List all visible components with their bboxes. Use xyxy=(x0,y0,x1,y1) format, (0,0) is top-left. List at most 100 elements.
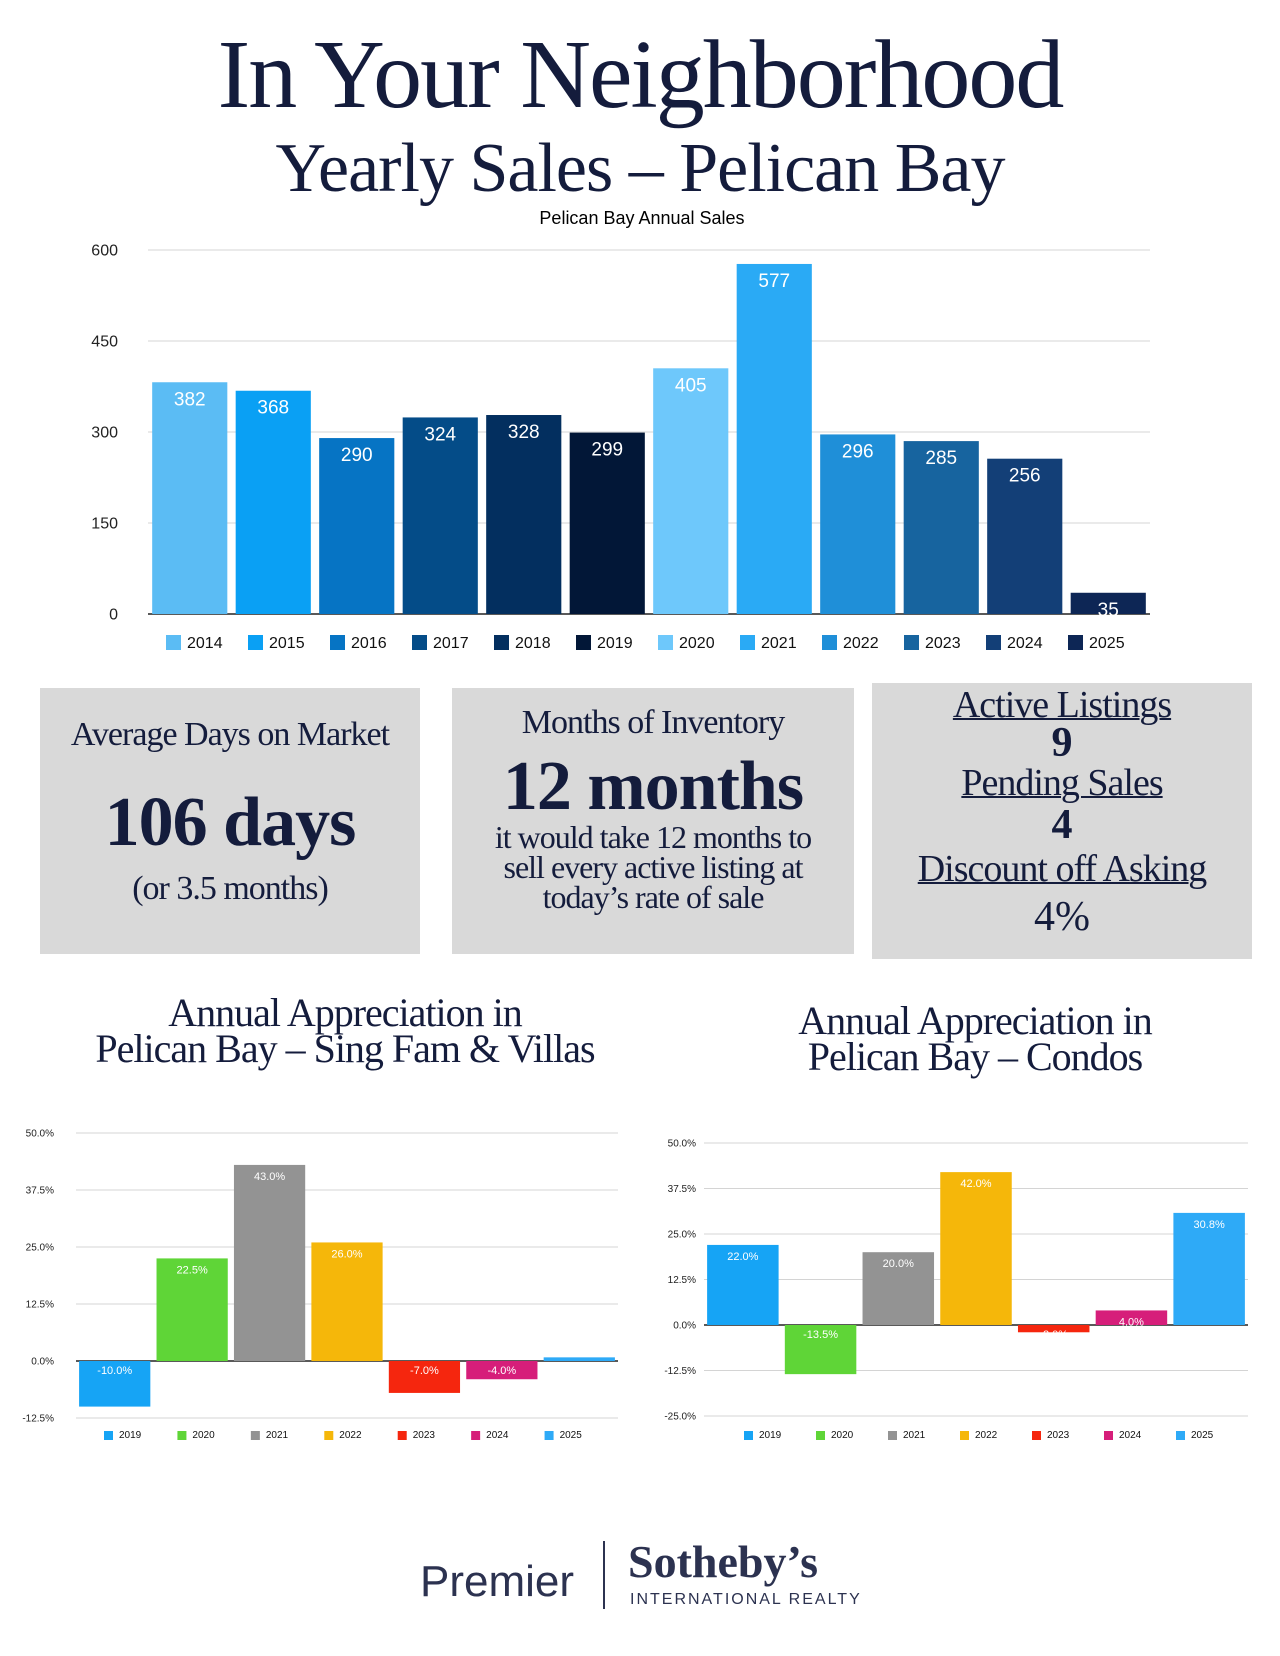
data-label: 577 xyxy=(758,271,790,292)
bar-2023 xyxy=(388,1361,461,1393)
y-tick-label: 12.5% xyxy=(668,1275,696,1286)
legend-swatch xyxy=(816,1431,825,1440)
legend-label: 2022 xyxy=(975,1430,998,1441)
months-of-inventory-note-2: sell every active listing at xyxy=(503,849,804,885)
bar-2018 xyxy=(486,415,562,614)
logo-premier: Premier xyxy=(420,1557,575,1606)
y-tick-label: 0 xyxy=(109,607,118,624)
bar-2019 xyxy=(79,1361,151,1407)
legend-swatch xyxy=(658,635,673,650)
logo-brand: Sotheby’s xyxy=(628,1536,818,1587)
data-label: -7.0% xyxy=(410,1365,439,1377)
bar-2023 xyxy=(903,441,979,614)
y-tick-label: -12.5% xyxy=(22,1414,54,1425)
data-label: -10.0% xyxy=(97,1365,132,1377)
legend-swatch xyxy=(904,635,919,650)
y-tick-label: 37.5% xyxy=(26,1186,54,1197)
bar-2022 xyxy=(820,434,896,614)
legend-swatch xyxy=(888,1431,897,1440)
data-label: 296 xyxy=(842,441,874,462)
legend-swatch xyxy=(740,635,755,650)
sf-appreciation-title-line-1: Annual Appreciation in xyxy=(168,990,522,1035)
legend-swatch xyxy=(248,635,263,650)
legend-label: 2023 xyxy=(925,635,961,652)
months-of-inventory-card: Months of Inventory 12 months it would t… xyxy=(452,688,854,954)
legend-label: 2016 xyxy=(351,635,387,652)
y-tick-label: 37.5% xyxy=(668,1184,696,1195)
legend-swatch xyxy=(104,1431,113,1440)
legend-swatch xyxy=(166,635,181,650)
data-label: 4.0% xyxy=(1119,1316,1144,1328)
active-listings-value: 9 xyxy=(1051,720,1073,766)
legend-label: 2023 xyxy=(1047,1430,1070,1441)
y-tick-label: 600 xyxy=(91,243,118,260)
y-tick-label: 50.0% xyxy=(26,1129,54,1140)
premier-sothebys-logo: Premier Sotheby’s INTERNATIONAL REALTY xyxy=(0,1535,1280,1615)
legend-label: 2025 xyxy=(1191,1430,1214,1441)
bar-2019 xyxy=(569,432,645,614)
legend-label: 2024 xyxy=(1119,1430,1142,1441)
months-of-inventory-label: Months of Inventory xyxy=(521,704,785,741)
legend-label: 2021 xyxy=(761,635,797,652)
legend-swatch xyxy=(330,635,345,650)
condo-appreciation-title-line-2: Pelican Bay – Condos xyxy=(807,1034,1143,1079)
bar-2014 xyxy=(152,382,228,614)
bar-2022 xyxy=(311,1242,383,1361)
sf-appreciation-title-line-2: Pelican Bay – Sing Fam & Villas xyxy=(95,1026,595,1071)
chart-title: Pelican Bay Annual Sales xyxy=(539,208,744,228)
legend-swatch xyxy=(177,1431,187,1440)
data-label: -4.0% xyxy=(487,1365,516,1377)
y-tick-label: 50.0% xyxy=(668,1139,696,1150)
bar-2020 xyxy=(784,1325,857,1375)
data-label: 285 xyxy=(925,448,957,469)
legend-swatch xyxy=(250,1431,260,1440)
page-title: In Your Neighborhood xyxy=(217,21,1065,129)
legend-label: 2019 xyxy=(759,1430,782,1441)
data-label: 324 xyxy=(424,424,456,445)
legend-label: 2021 xyxy=(903,1430,926,1441)
data-label: -13.5% xyxy=(803,1329,838,1341)
logo-tagline: INTERNATIONAL REALTY xyxy=(630,1591,862,1608)
data-label: 26.0% xyxy=(331,1248,362,1260)
legend-swatch xyxy=(1104,1431,1113,1440)
days-on-market-label: Average Days on Market xyxy=(70,716,390,753)
bar-2021 xyxy=(233,1164,306,1361)
legend-label: 2025 xyxy=(560,1430,583,1441)
legend-swatch xyxy=(822,635,837,650)
y-tick-label: 300 xyxy=(91,425,118,442)
legend-swatch xyxy=(494,635,509,650)
days-on-market-note: (or 3.5 months) xyxy=(132,870,329,907)
legend-label: 2024 xyxy=(486,1430,509,1441)
data-label: -2.0% xyxy=(1039,1329,1068,1341)
y-tick-label: 12.5% xyxy=(26,1300,54,1311)
y-tick-label: -25.0% xyxy=(664,1412,696,1423)
data-label: 42.0% xyxy=(960,1178,991,1190)
legend-label: 2020 xyxy=(192,1430,215,1441)
legend-label: 2022 xyxy=(339,1430,362,1441)
active-listings-label: Active Listings xyxy=(952,684,1172,726)
legend-swatch xyxy=(1032,1431,1041,1440)
months-of-inventory-note-3: today’s rate of sale xyxy=(542,879,765,915)
legend-label: 2020 xyxy=(679,635,715,652)
legend-swatch xyxy=(324,1431,334,1440)
data-label: 22.0% xyxy=(727,1251,758,1263)
legend-label: 2021 xyxy=(266,1430,289,1441)
y-tick-label: 25.0% xyxy=(26,1243,54,1254)
data-label: 35 xyxy=(1098,600,1119,621)
bar-2016 xyxy=(319,438,395,614)
legend-label: 2018 xyxy=(515,635,551,652)
y-tick-label: -12.5% xyxy=(664,1366,696,1377)
data-label: 368 xyxy=(257,398,289,419)
bar-2020 xyxy=(156,1258,228,1361)
legend-label: 2024 xyxy=(1007,635,1043,652)
y-tick-label: 150 xyxy=(91,516,118,533)
legend-swatch xyxy=(1068,635,1083,650)
bar-2025 xyxy=(543,1357,615,1361)
discount-off-asking-value: 4% xyxy=(1034,894,1090,940)
bar-2025 xyxy=(1173,1212,1245,1325)
data-label: 382 xyxy=(174,389,206,410)
legend-label: 2014 xyxy=(187,635,223,652)
legend-label: 2019 xyxy=(597,635,633,652)
data-label: 43.0% xyxy=(254,1171,285,1183)
legend-label: 2023 xyxy=(413,1430,436,1441)
